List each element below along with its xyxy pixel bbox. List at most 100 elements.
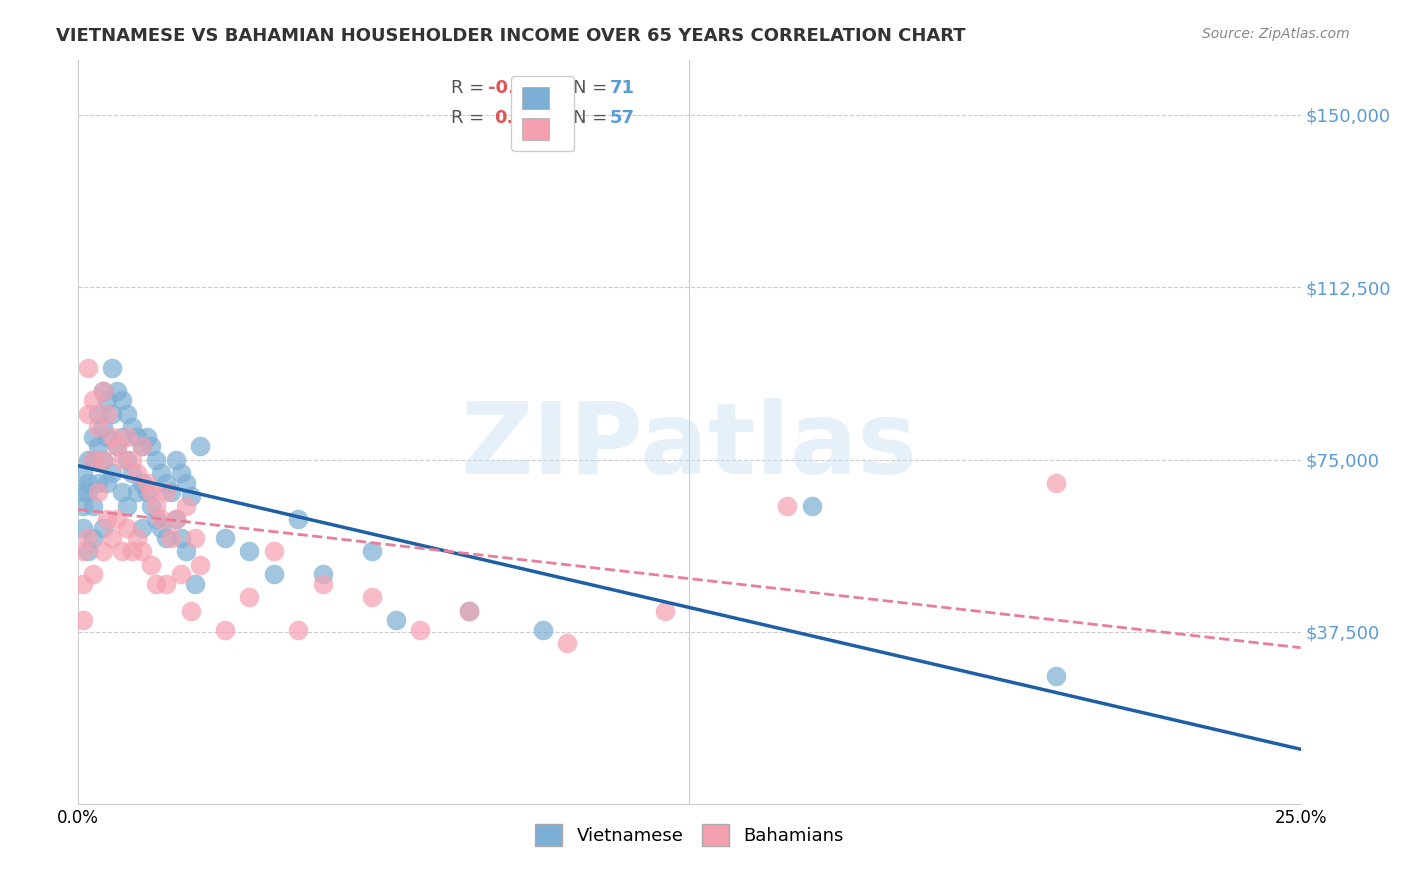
Point [101,407,124,421]
Point [77,475,100,490]
Point [360,544,382,558]
Point [91,452,114,467]
Point [105,439,128,453]
Point [145,452,167,467]
Point [91,420,114,434]
Point [125,531,148,545]
Point [174,544,197,558]
Point [145,512,167,526]
Point [82,499,104,513]
Point [145,576,167,591]
Point [115,452,138,467]
Point [121,544,143,558]
Point [101,531,124,545]
Point [101,467,124,481]
Point [82,429,104,443]
Point [238,591,260,605]
Point [160,484,183,499]
Point [82,567,104,582]
Point [121,452,143,467]
Point [135,484,157,499]
Point [800,499,823,513]
Point [96,475,118,490]
Point [214,623,236,637]
Point [238,544,260,558]
Point [174,475,197,490]
Legend: Vietnamese, Bahamians: Vietnamese, Bahamians [526,814,852,855]
Point [180,489,202,503]
Point [121,467,143,481]
Text: -0.374: -0.374 [488,79,553,97]
Point [141,439,163,453]
Point [263,567,285,582]
Point [72,484,94,499]
Point [214,531,236,545]
Point [96,392,118,407]
Point [96,512,118,526]
Point [72,576,94,591]
Point [77,544,100,558]
Point [776,499,799,513]
Text: 71: 71 [610,79,636,97]
Point [131,439,153,453]
Point [96,429,118,443]
Text: VIETNAMESE VS BAHAMIAN HOUSEHOLDER INCOME OVER 65 YEARS CORRELATION CHART: VIETNAMESE VS BAHAMIAN HOUSEHOLDER INCOM… [56,27,966,45]
Text: 57: 57 [610,109,636,127]
Point [170,467,193,481]
Point [91,384,114,398]
Point [111,452,134,467]
Point [77,452,100,467]
Point [145,499,167,513]
Point [141,499,163,513]
Point [180,604,202,618]
Point [165,512,187,526]
Point [86,407,108,421]
Point [77,407,100,421]
Point [1045,475,1067,490]
Point [105,439,128,453]
Point [86,420,108,434]
Point [311,567,333,582]
Point [77,360,100,375]
Point [105,512,128,526]
Point [1045,668,1067,682]
Point [141,558,163,573]
Point [155,576,177,591]
Point [263,544,285,558]
Point [170,567,193,582]
Point [105,384,128,398]
Point [170,531,193,545]
Point [72,521,94,535]
Point [531,623,554,637]
Point [77,484,100,499]
Point [91,521,114,535]
Point [91,384,114,398]
Point [190,439,212,453]
Point [155,484,177,499]
Point [86,484,108,499]
Point [184,576,207,591]
Text: Source: ZipAtlas.com: Source: ZipAtlas.com [1202,27,1350,41]
Point [141,484,163,499]
Text: 0.061: 0.061 [494,109,551,127]
Point [458,604,481,618]
Text: N =: N = [574,79,613,97]
Point [77,531,100,545]
Point [131,521,153,535]
Point [131,475,153,490]
Point [111,392,134,407]
Point [115,499,138,513]
Point [174,499,197,513]
Point [111,544,134,558]
Point [82,452,104,467]
Point [82,392,104,407]
Point [86,439,108,453]
Point [82,531,104,545]
Point [115,429,138,443]
Point [125,484,148,499]
Point [184,531,207,545]
Point [131,439,153,453]
Point [111,484,134,499]
Point [385,614,408,628]
Text: N =: N = [574,109,613,127]
